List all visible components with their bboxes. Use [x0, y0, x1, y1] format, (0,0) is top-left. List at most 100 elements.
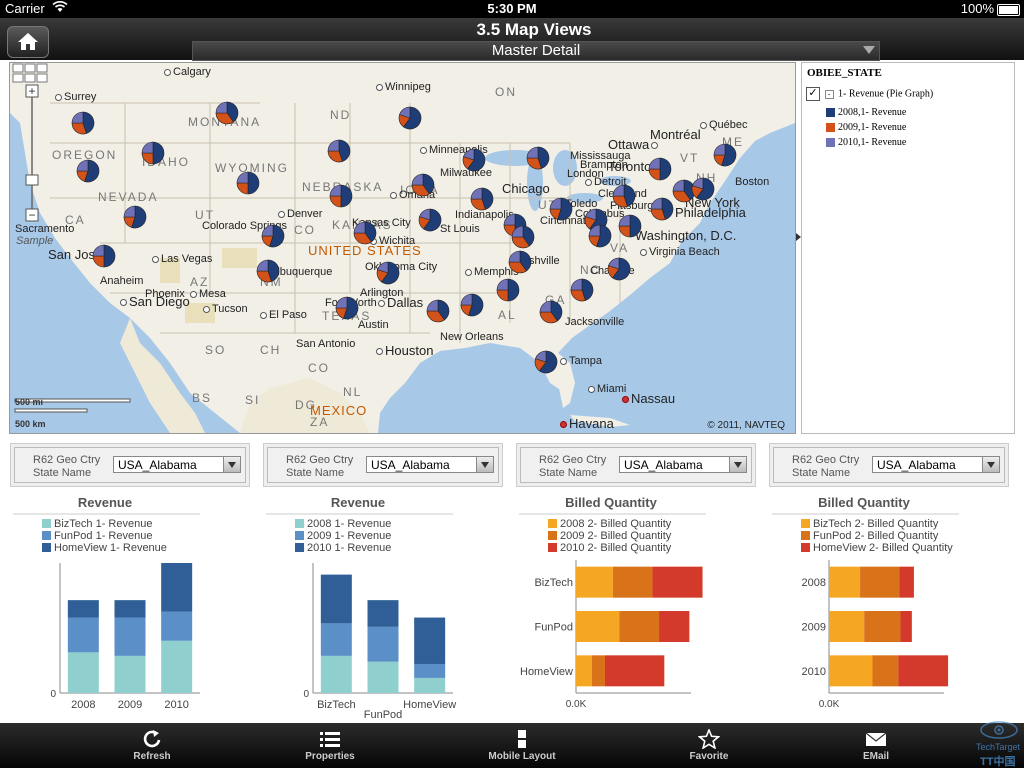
pie-marker[interactable] — [570, 278, 594, 302]
bar-segment[interactable] — [414, 677, 446, 693]
pie-marker[interactable] — [141, 141, 165, 165]
zoom-control[interactable]: + − — [12, 63, 57, 233]
pie-marker[interactable] — [496, 278, 520, 302]
bar-segment[interactable] — [652, 566, 703, 598]
checkbox-checked-icon[interactable]: ✓ — [806, 87, 820, 101]
pie-marker[interactable] — [92, 244, 116, 268]
bar-segment[interactable] — [612, 566, 653, 598]
state-name-select[interactable]: USA_Alabama — [366, 456, 494, 473]
pie-marker[interactable] — [418, 208, 442, 232]
pie-marker[interactable] — [398, 106, 422, 130]
pie-marker[interactable] — [215, 101, 239, 125]
state-name-select[interactable]: USA_Alabama — [619, 456, 747, 473]
map-view[interactable]: + − MONTANA OREGON IDAHO WYOMING NEVADA … — [9, 62, 796, 434]
bar-segment[interactable] — [67, 600, 99, 618]
bar-segment[interactable] — [114, 617, 146, 656]
collapse-minus-icon[interactable]: - — [824, 89, 834, 99]
bar-segment[interactable] — [67, 617, 99, 653]
pie-marker[interactable] — [76, 159, 100, 183]
bar-segment[interactable] — [114, 655, 146, 693]
bar-segment[interactable] — [872, 655, 899, 687]
pie-marker[interactable] — [71, 111, 95, 135]
bar-segment[interactable] — [114, 600, 146, 618]
bar-segment[interactable] — [576, 611, 620, 642]
bar-segment[interactable] — [161, 640, 193, 693]
legend-layer-row[interactable]: ✓ - 1- Revenue (Pie Graph) — [806, 87, 933, 101]
pie-marker[interactable] — [353, 221, 377, 245]
pie-marker[interactable] — [526, 146, 550, 170]
bar-segment[interactable] — [414, 663, 446, 678]
bar-segment[interactable] — [576, 566, 613, 598]
collapse-legend-arrow-icon[interactable] — [796, 233, 801, 241]
pie-marker[interactable] — [588, 224, 612, 248]
pie-marker[interactable] — [534, 350, 558, 374]
prompt-frame: R62 Geo Ctry State Name USA_Alabama — [773, 447, 1005, 483]
pie-marker[interactable] — [511, 225, 535, 249]
favorite-button[interactable]: Favorite — [649, 729, 769, 762]
bar-segment[interactable] — [414, 617, 446, 664]
pie-marker[interactable] — [539, 300, 563, 324]
pie-marker[interactable] — [335, 296, 359, 320]
bar-segment[interactable] — [659, 611, 690, 642]
chevron-down-icon[interactable] — [729, 457, 746, 472]
chart-legend-label: 2008 2- Billed Quantity — [560, 518, 672, 530]
chevron-down-icon[interactable] — [223, 457, 240, 472]
bar-segment[interactable] — [320, 574, 352, 624]
pie-marker[interactable] — [650, 197, 674, 221]
pie-marker[interactable] — [236, 171, 260, 195]
chevron-down-icon[interactable] — [982, 457, 999, 472]
bar-segment[interactable] — [67, 652, 99, 693]
bar-segment[interactable] — [829, 611, 865, 642]
pie-marker[interactable] — [549, 197, 573, 221]
home-button[interactable] — [7, 26, 49, 58]
pie-marker[interactable] — [329, 184, 353, 208]
pie-marker[interactable] — [123, 205, 147, 229]
pie-marker[interactable] — [470, 187, 494, 211]
pie-marker[interactable] — [411, 173, 435, 197]
pie-marker[interactable] — [508, 250, 532, 274]
bar-segment[interactable] — [367, 661, 399, 693]
pie-marker[interactable] — [327, 139, 351, 163]
state-label-co-mx: CO — [308, 361, 330, 375]
bar-segment[interactable] — [161, 611, 193, 641]
bar-segment[interactable] — [899, 566, 914, 598]
pie-marker[interactable] — [618, 214, 642, 238]
properties-button[interactable]: Properties — [270, 729, 390, 762]
pie-marker[interactable] — [426, 299, 450, 323]
bar-segment[interactable] — [320, 623, 352, 656]
bar-segment[interactable] — [367, 626, 399, 662]
refresh-button[interactable]: Refresh — [92, 729, 212, 762]
bar-segment[interactable] — [591, 655, 605, 687]
pie-marker[interactable] — [607, 257, 631, 281]
pie-marker[interactable] — [462, 148, 486, 172]
state-name-select[interactable]: USA_Alabama — [113, 456, 241, 473]
map-copyright: © 2011, NAVTEQ — [707, 420, 785, 431]
bar-segment[interactable] — [320, 655, 352, 693]
pie-marker[interactable] — [691, 177, 715, 201]
bar-segment[interactable] — [829, 655, 873, 687]
pie-marker[interactable] — [460, 293, 484, 317]
bar-segment[interactable] — [860, 566, 900, 598]
bar-segment[interactable] — [898, 655, 949, 687]
pie-marker[interactable] — [376, 261, 400, 285]
bar-segment[interactable] — [605, 655, 665, 687]
bar-segment[interactable] — [576, 655, 592, 687]
state-name-select[interactable]: USA_Alabama — [872, 456, 1000, 473]
pie-marker[interactable] — [256, 259, 280, 283]
chevron-down-icon[interactable] — [476, 457, 493, 472]
bar-segment[interactable] — [161, 563, 193, 612]
bar-segment[interactable] — [829, 566, 861, 598]
bar-segment[interactable] — [367, 600, 399, 627]
bar-segment[interactable] — [619, 611, 660, 642]
prompt-frame: R62 Geo Ctry State Name USA_Alabama — [520, 447, 752, 483]
mobile-layout-button[interactable]: Mobile Layout — [462, 729, 582, 762]
pie-marker[interactable] — [261, 224, 285, 248]
bar-segment[interactable] — [864, 611, 901, 642]
bar-segment[interactable] — [900, 611, 912, 642]
view-selector[interactable]: Master Detail — [192, 41, 880, 61]
pie-marker[interactable] — [648, 157, 672, 181]
email-button[interactable]: EMail — [816, 729, 936, 762]
pie-marker[interactable] — [612, 184, 636, 208]
pie-marker[interactable] — [713, 143, 737, 167]
pie-marker[interactable] — [672, 179, 696, 203]
